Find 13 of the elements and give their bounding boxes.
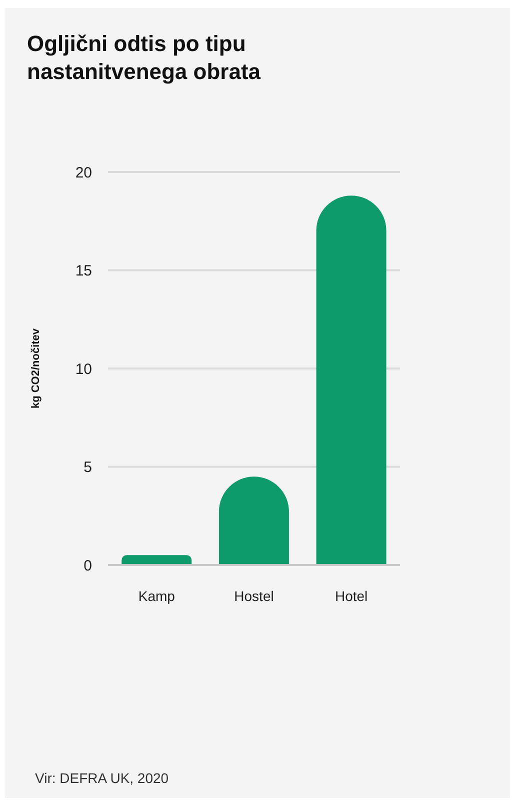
bar <box>316 196 386 565</box>
x-tick-label: Hotel <box>334 588 368 604</box>
y-tick-label: 20 <box>75 164 92 182</box>
y-tick-label: 15 <box>75 262 92 280</box>
text: Vir: DEFRA UK, 2020 <box>35 770 169 786</box>
y-tick-label: 10 <box>75 360 92 378</box>
chart-title: Ogljični odtis po tipu nastanitvenega obrata <box>27 30 262 86</box>
y-axis-title: kg CO2/nočitev <box>30 328 42 409</box>
x-tick-label: Hostel <box>234 588 274 604</box>
y-tick-label: 0 <box>84 557 92 574</box>
bar <box>122 555 192 565</box>
x-tick-label: Kamp <box>138 588 176 604</box>
y-tick-label: 5 <box>84 459 92 476</box>
